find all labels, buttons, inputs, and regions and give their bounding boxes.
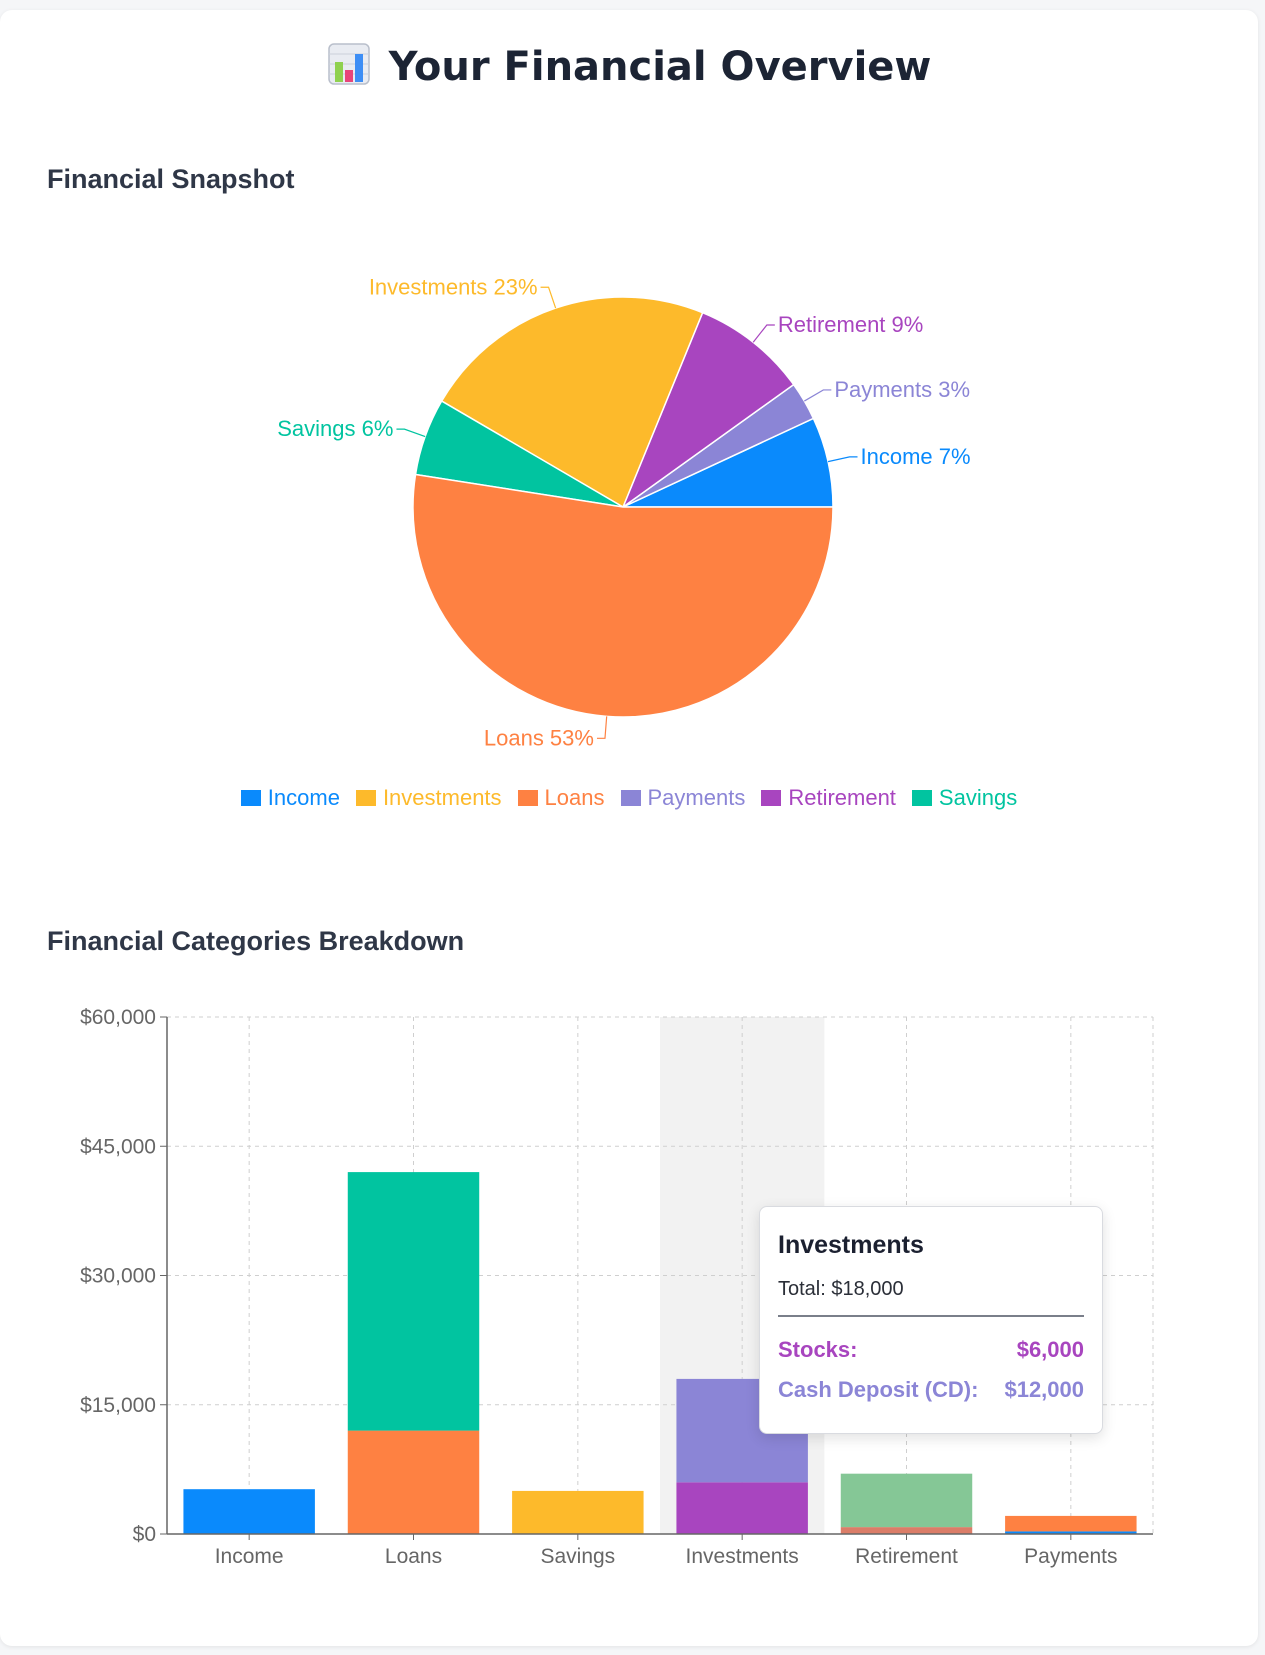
x-tick-label: Income [215, 1545, 284, 1568]
tooltip-total: Total: $18,000 [778, 1278, 1084, 1317]
x-tick-label: Payments [1024, 1545, 1117, 1568]
breakdown-section-title: Financial Categories Breakdown [47, 926, 465, 956]
legend-item-savings[interactable]: Savings [911, 785, 1018, 811]
legend-label: Investments [382, 785, 502, 810]
pie-label-loans: Loans 53% [484, 725, 594, 750]
pie-legend: Income Investments Loans Payments Retirement… [0, 785, 1258, 811]
pie-label-line [396, 428, 426, 438]
legend-item-investments[interactable]: Investments [355, 785, 502, 811]
pie-label-line [540, 286, 557, 309]
tooltip-row-value: $12,000 [1004, 1377, 1084, 1402]
pie-label-line [752, 324, 775, 343]
bar-segment-retirement[interactable] [840, 1473, 973, 1528]
legend-swatch [355, 790, 376, 806]
tooltip-row-stocks: Stocks: $6,000 [778, 1337, 1084, 1363]
y-tick-label: $45,000 [80, 1135, 156, 1158]
tooltip-row-label: Stocks: [778, 1337, 858, 1362]
tooltip-title: Investments [778, 1231, 924, 1259]
x-tick-label: Investments [686, 1545, 799, 1568]
bar-segment-savings[interactable] [512, 1490, 644, 1534]
bar-segment-payments[interactable] [1005, 1531, 1137, 1534]
bar-segment-income[interactable] [183, 1489, 315, 1534]
legend-swatch [240, 790, 261, 806]
snapshot-section-title: Financial Snapshot [47, 164, 295, 194]
legend-swatch [517, 790, 538, 806]
pie-label-retirement: Retirement 9% [778, 312, 924, 337]
legend-label: Savings [938, 785, 1018, 810]
pie-label-line [827, 456, 858, 463]
y-tick-label: $15,000 [80, 1394, 156, 1417]
bar-tooltip: Investments Total: $18,000 Stocks: $6,00… [759, 1206, 1103, 1434]
pie-chart: Income 7% Payments 3% Retirement 9% Investm… [277, 274, 971, 750]
x-tick-label: Savings [540, 1545, 615, 1568]
legend-item-payments[interactable]: Payments [620, 785, 746, 811]
bar-segment-payments[interactable] [1005, 1515, 1137, 1532]
bar-segment-investments[interactable] [676, 1482, 808, 1534]
legend-label: Income [267, 785, 340, 810]
pie-label-income: Income 7% [861, 444, 971, 469]
y-tick-label: $60,000 [80, 1006, 156, 1029]
legend-item-loans[interactable]: Loans [517, 785, 605, 811]
pie-label-line [596, 716, 608, 739]
legend-swatch [911, 790, 932, 806]
pie-label-savings: Savings 6% [277, 416, 393, 441]
pie-slice-loans[interactable] [412, 473, 834, 718]
y-tick-label: $0 [133, 1523, 156, 1546]
bar-segment-retirement[interactable] [840, 1527, 973, 1534]
y-tick-label: $30,000 [80, 1265, 156, 1288]
legend-item-retirement[interactable]: Retirement [761, 785, 896, 811]
tooltip-row-label: Cash Deposit (CD): [778, 1377, 979, 1402]
pie-label-investments: Investments 23% [369, 274, 538, 299]
x-tick-label: Loans [385, 1545, 442, 1568]
tooltip-row-value: $6,000 [1016, 1337, 1084, 1362]
legend-label: Retirement [788, 785, 896, 810]
bar-segment-loans[interactable] [347, 1430, 480, 1534]
bar-segment-loans[interactable] [347, 1172, 480, 1431]
legend-label: Loans [544, 785, 605, 810]
pie-slice-investments[interactable] [440, 296, 704, 509]
page-title: Your Financial Overview [0, 42, 1258, 96]
legend-label: Payments [647, 785, 746, 810]
legend-item-income[interactable]: Income [240, 785, 340, 811]
x-tick-label: Retirement [855, 1545, 958, 1568]
pie-label-payments: Payments 3% [834, 377, 970, 402]
legend-swatch [761, 790, 782, 806]
bar-chart-icon [327, 42, 371, 96]
legend-swatch [620, 790, 641, 806]
tooltip-row-cd: Cash Deposit (CD): $12,000 [778, 1377, 1084, 1403]
page-title-text: Your Financial Overview [388, 44, 932, 90]
pie-label-line [804, 389, 832, 402]
